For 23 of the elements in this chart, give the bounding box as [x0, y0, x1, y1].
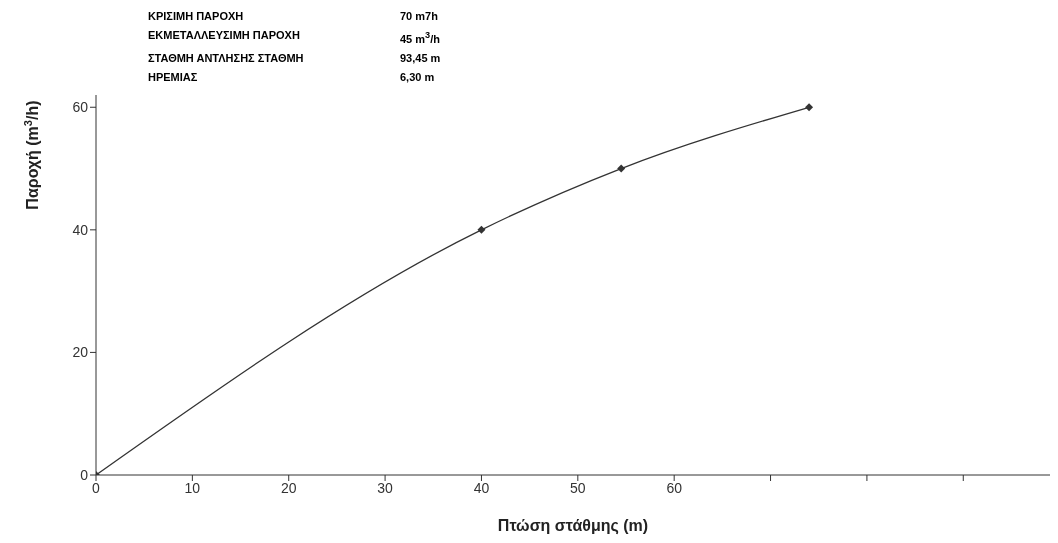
point	[805, 103, 814, 112]
point	[477, 225, 486, 234]
text: 6,30 m	[400, 69, 436, 85]
text: ΚΡΙΣΙΜΗ ΠΑΡΟΧΗ	[148, 9, 245, 24]
x-tick-label: 40	[473, 479, 490, 496]
text: ΗΡΕΜΙΑΣ	[148, 69, 199, 85]
x-tick-label: 20	[280, 479, 297, 496]
x-tick-label: 0	[92, 479, 101, 496]
text: ΕΚΜΕΤΑΛΛΕΥΣΙΜΗ ΠΑΡΟΧΗ	[148, 28, 301, 43]
x-tick-label: 30	[377, 479, 394, 496]
text: 93,45 m	[400, 50, 442, 66]
text: ΣΤΑΘΜΗ ΑΝΤΛΗΣΗΣ ΣΤΑΘΜΗ	[148, 50, 305, 66]
y-tick-label: 20	[72, 344, 89, 361]
y-tick-label: 0	[80, 466, 89, 483]
text: 45 m$^{3}$/h	[400, 29, 441, 47]
text: 70 m7h	[400, 9, 439, 24]
x-tick-label: 10	[184, 479, 201, 496]
y-tick-label: 40	[72, 221, 89, 238]
x-tick-label: 50	[570, 479, 586, 496]
y-tick-label: 60	[72, 99, 89, 116]
x-tick-label: 60	[666, 479, 683, 496]
x-axis-title: Πτώση στάθμης (m)	[497, 517, 649, 535]
point	[617, 164, 626, 173]
